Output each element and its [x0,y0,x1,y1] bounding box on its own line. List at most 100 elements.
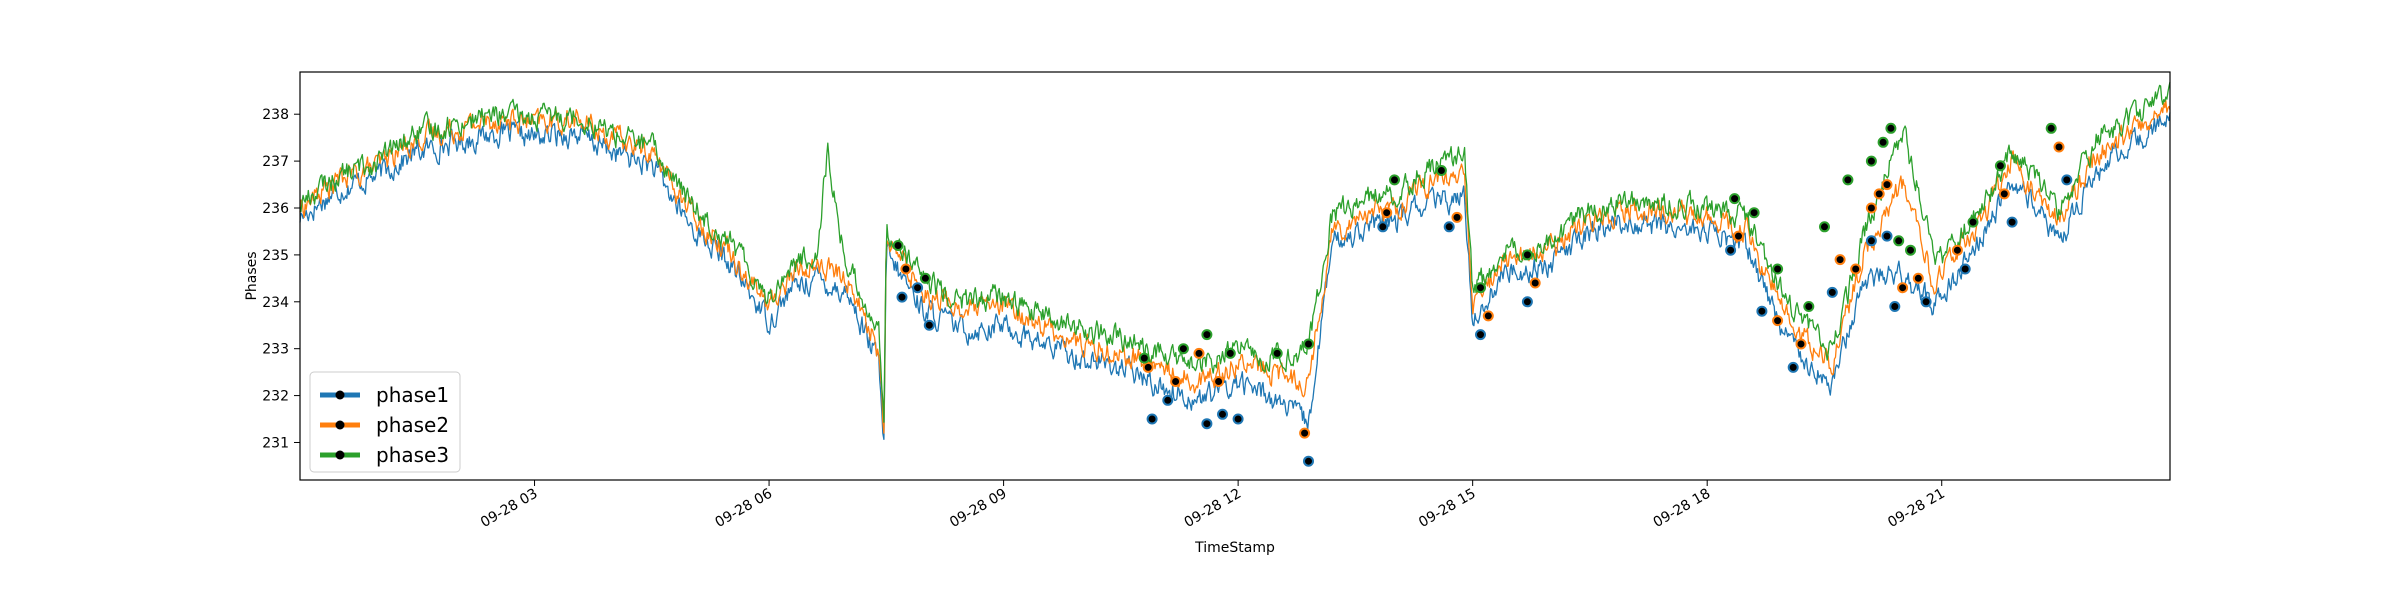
marker-phase1-22 [2006,216,2018,228]
y-tick-label-238: 238 [262,107,289,123]
y-tick-label-235: 235 [262,248,289,264]
marker-phase1-18 [1881,230,1893,242]
y-tick-label-236: 236 [262,201,289,217]
marker-phase3-17 [1842,174,1854,186]
marker-phase1-13 [1725,244,1737,256]
y-tick-label-232: 232 [262,389,289,405]
marker-phase3-16 [1819,221,1830,233]
markers-phase3 [892,122,2057,364]
series-line-phase2 [299,99,2171,434]
y-tick-label-233: 233 [262,342,289,358]
legend-marker-phase3 [335,450,345,460]
marker-phase3-12 [1729,193,1741,205]
marker-phase2-17 [1881,179,1893,191]
marker-phase1-9 [1377,221,1389,233]
marker-phase1-4 [1162,394,1174,406]
marker-phase3-20 [1885,122,1897,134]
marker-phase3-9 [1435,165,1447,176]
y-tick-label-237: 237 [262,154,289,170]
marker-phase2-21 [1998,188,2010,200]
marker-phase2-22 [2053,141,2065,153]
legend-label-phase2: phase2 [376,413,449,437]
marker-phase2-16 [1873,188,1885,200]
marker-phase3-7 [1303,338,1314,350]
marker-phase2-15 [1865,202,1877,214]
marker-phase1-1 [912,282,924,294]
marker-phase2-11 [1772,315,1784,327]
marker-phase2-12 [1795,338,1807,350]
marker-phase3-1 [919,272,931,284]
marker-phase3-5 [1224,347,1236,359]
marker-phase2-2 [1170,376,1182,387]
legend-label-phase3: phase3 [376,443,449,467]
marker-phase1-8 [1303,455,1314,467]
marker-phase3-15 [1803,301,1815,312]
marker-phase2-9 [1529,277,1541,289]
legend-marker-phase2 [335,420,345,430]
legend-marker-phase1 [335,390,345,400]
marker-phase3-6 [1271,347,1283,359]
markers-phase1 [896,174,2073,467]
marker-phase1-6 [1217,408,1228,420]
y-tick-label-231: 231 [262,435,289,451]
marker-phase2-3 [1193,347,1205,359]
marker-phase1-11 [1475,329,1486,341]
series-line-phase1 [299,112,2171,441]
marker-phase3-22 [1905,244,1916,256]
marker-phase2-7 [1451,211,1463,223]
marker-phase3-4 [1201,329,1213,341]
marker-phase2-5 [1299,427,1311,439]
marker-phase2-4 [1213,376,1225,387]
marker-phase3-14 [1772,263,1784,275]
marker-phase1-0 [896,291,908,303]
marker-phase3-25 [2045,122,2057,134]
marker-phase2-6 [1381,207,1393,219]
marker-phase1-21 [1959,263,1971,275]
y-tick-label-234: 234 [262,295,289,311]
marker-phase1-14 [1756,305,1768,317]
marker-phase3-18 [1865,155,1877,167]
marker-phase1-20 [1920,296,1932,308]
marker-phase1-17 [1865,235,1877,247]
y-axis: 231 232 233 234 235 236 237 238 [262,107,300,451]
marker-phase1-7 [1232,413,1244,425]
marker-phase3-21 [1893,235,1905,247]
y-axis-label: Phases [244,251,260,300]
marker-phase3-0 [892,240,904,251]
marker-phase3-2 [1138,352,1150,364]
marker-phase1-23 [2061,174,2073,186]
marker-phase1-10 [1443,221,1455,233]
marker-phase1-19 [1889,301,1901,312]
legend: phase1 phase2 phase3 [309,371,461,473]
marker-phase2-10 [1733,230,1744,242]
marker-phase1-2 [923,319,935,331]
marker-phase3-11 [1521,249,1533,261]
marker-phase3-3 [1177,343,1189,355]
marker-phase2-18 [1897,282,1909,294]
x-axis-label: TimeStamp [1194,540,1275,556]
marker-phase1-16 [1826,286,1838,298]
marker-phase2-14 [1850,263,1862,275]
marker-phase3-8 [1389,174,1400,186]
marker-phase2-1 [1142,361,1154,373]
marker-phase2-20 [1951,244,1963,256]
marker-phase2-8 [1482,310,1494,322]
legend-label-phase1: phase1 [376,383,449,407]
marker-phase1-15 [1787,361,1799,373]
highlight-markers [892,122,2073,467]
marker-phase1-5 [1201,418,1213,430]
marker-phase1-12 [1521,296,1533,308]
marker-phase3-23 [1967,216,1979,228]
marker-phase2-13 [1834,254,1846,266]
marker-phase3-19 [1877,136,1889,148]
marker-phase2-19 [1912,272,1924,284]
axes-frame [299,71,2171,481]
marker-phase3-10 [1475,282,1486,294]
marker-phase2-0 [900,263,912,275]
marker-phase3-24 [1994,160,2006,172]
markers-phase2 [900,141,2065,439]
marker-phase1-3 [1146,413,1158,425]
marker-phase3-13 [1748,207,1760,219]
